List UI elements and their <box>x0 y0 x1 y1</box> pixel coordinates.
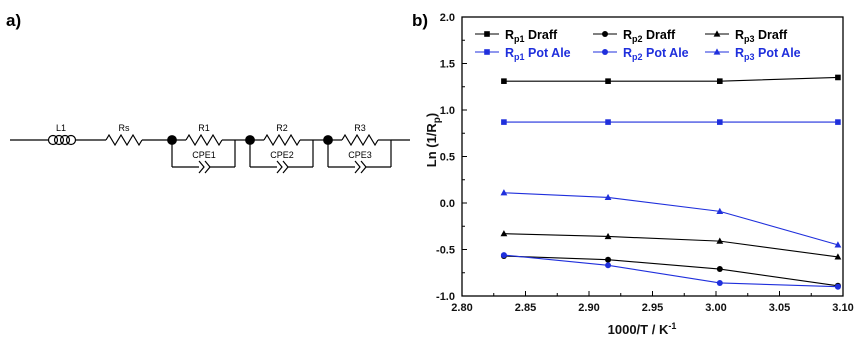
chart-legend: Rp1 Draff Rp2 Draff Rp3 Draff Rp1 Pot Ale Rp… <box>475 28 801 62</box>
data-point-triangle <box>713 48 721 55</box>
data-point-circle <box>716 279 723 286</box>
series-line <box>503 76 838 82</box>
data-point-circle <box>716 266 723 273</box>
x-tick-label: 3.00 <box>705 302 726 314</box>
chart-series-layer <box>500 74 842 290</box>
data-point-triangle <box>716 237 724 244</box>
inductor-label: L1 <box>56 123 66 133</box>
series-5 <box>500 252 841 290</box>
x-tick-label: 2.85 <box>515 302 536 314</box>
r3-label: R3 <box>354 123 366 133</box>
data-point-square <box>484 31 490 37</box>
r2-label: R2 <box>276 123 288 133</box>
panel-b-label: b) <box>412 11 428 30</box>
data-point-triangle <box>716 207 724 214</box>
legend-item: Rp2 Pot Ale <box>593 46 689 62</box>
data-point-square <box>484 49 490 55</box>
cpe1-symbol <box>198 160 205 174</box>
data-point-square <box>501 78 507 84</box>
data-point-circle <box>834 283 841 290</box>
cpe3-symbol <box>354 160 361 174</box>
data-point-circle <box>602 49 608 55</box>
cpe2-symbol <box>276 160 283 174</box>
series-4 <box>501 119 841 125</box>
data-point-circle <box>605 262 612 269</box>
r2-resistor-symbol <box>263 133 301 147</box>
panel-a-label: a) <box>6 11 21 30</box>
data-point-triangle <box>604 232 612 240</box>
data-point-triangle <box>834 241 842 248</box>
x-tick-label: 2.90 <box>578 302 599 314</box>
series-2 <box>500 253 841 289</box>
data-point-circle <box>500 252 507 259</box>
x-axis-title: 1000/T / K-1 <box>608 321 677 337</box>
cpe3-label: CPE3 <box>348 150 372 160</box>
legend-item: Rp3 Pot Ale <box>705 46 801 62</box>
y-axis-title: Ln (1/Rp) <box>424 113 443 168</box>
data-point-triangle <box>500 189 508 196</box>
series-6 <box>500 189 842 248</box>
x-tick-label: 2.80 <box>451 302 472 314</box>
x-tick-label: 3.05 <box>769 302 790 314</box>
chart-plot: 2.80 2.85 2.90 2.95 3.00 3.05 3.10 -1.0 -0.5 0.0 0… <box>424 12 854 337</box>
data-point-triangle <box>713 30 721 37</box>
y-tick-label: -0.5 <box>436 245 455 257</box>
series-1 <box>501 74 841 84</box>
legend-item: Rp1 Draff <box>475 28 558 44</box>
r1-resistor-symbol <box>185 133 223 147</box>
legend-item: Rp2 Draff <box>593 28 676 44</box>
series-line <box>503 192 839 246</box>
data-point-square <box>501 119 507 125</box>
y-tick-label: -1.0 <box>436 291 455 303</box>
data-point-square <box>605 119 611 125</box>
data-point-circle <box>602 31 608 37</box>
x-tick-label: 3.10 <box>832 302 853 314</box>
data-point-square <box>835 119 841 125</box>
data-point-square <box>835 74 841 81</box>
legend-label: Rp3 Pot Ale <box>735 46 801 62</box>
data-point-circle <box>605 256 612 263</box>
y-tick-label: 1.0 <box>440 105 455 117</box>
equivalent-circuit <box>10 133 410 174</box>
legend-label: Rp1 Draff <box>505 28 558 44</box>
rs-resistor-symbol <box>105 133 143 147</box>
data-point-square <box>717 119 723 125</box>
cpe1-label: CPE1 <box>192 150 216 160</box>
series-line <box>503 255 838 287</box>
r3-resistor-symbol <box>341 133 379 147</box>
r1-label: R1 <box>198 123 210 133</box>
rs-label: Rs <box>119 123 130 133</box>
legend-item: Rp1 Pot Ale <box>475 46 571 62</box>
legend-label: Rp3 Draff <box>735 28 788 44</box>
series-line <box>503 233 838 258</box>
legend-label: Rp1 Pot Ale <box>505 46 571 62</box>
cpe2-label: CPE2 <box>270 150 294 160</box>
legend-label: Rp2 Pot Ale <box>623 46 689 62</box>
y-tick-label: 0.5 <box>440 152 455 164</box>
data-point-triangle <box>834 253 842 260</box>
x-tick-label: 2.95 <box>642 302 663 314</box>
chart-axes: 2.80 2.85 2.90 2.95 3.00 3.05 3.10 -1.0 -0.5 0.0 0… <box>436 12 854 314</box>
legend-label: Rp2 Draff <box>623 28 676 44</box>
y-tick-label: 2.0 <box>440 12 455 24</box>
data-point-square <box>605 78 611 84</box>
series-3 <box>500 230 842 260</box>
data-point-triangle <box>604 193 612 201</box>
data-point-square <box>717 78 723 84</box>
y-tick-label: 0.0 <box>440 198 455 210</box>
legend-item: Rp3 Draff <box>705 28 788 44</box>
inductor-symbol <box>47 134 77 146</box>
data-point-triangle <box>500 230 508 237</box>
series-line <box>503 254 838 288</box>
y-tick-label: 1.5 <box>440 59 455 71</box>
